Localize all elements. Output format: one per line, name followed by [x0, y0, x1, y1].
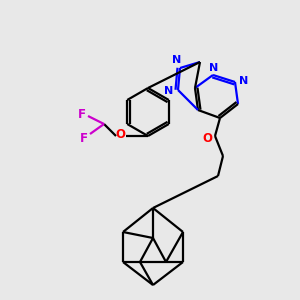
Text: F: F	[80, 131, 88, 145]
Text: N: N	[164, 86, 174, 96]
Text: N: N	[209, 63, 219, 73]
Text: O: O	[202, 131, 212, 145]
Text: F: F	[78, 107, 86, 121]
Text: O: O	[115, 128, 125, 142]
Text: N: N	[172, 55, 182, 65]
Text: N: N	[239, 76, 249, 86]
